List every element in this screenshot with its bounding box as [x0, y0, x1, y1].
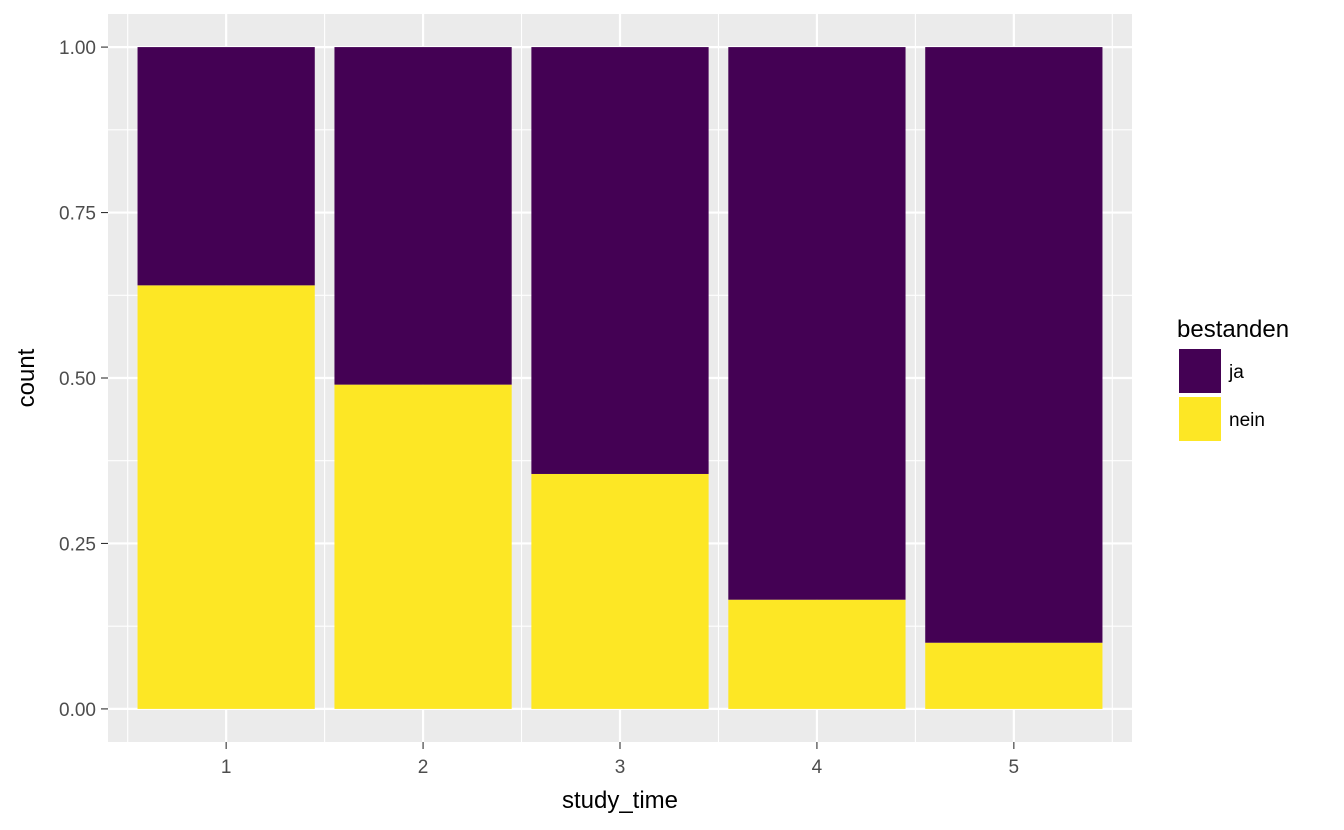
x-tick-label: 1 [221, 757, 232, 778]
bar-nein-5 [925, 642, 1103, 709]
bar-nein-1 [137, 285, 315, 709]
legend-swatch-ja [1179, 349, 1221, 393]
y-tick-label: 1.00 [59, 38, 96, 59]
x-axis: 1 2 3 4 5 [221, 742, 1019, 778]
y-tick-label: 0.50 [59, 369, 96, 390]
bar-nein-2 [334, 384, 512, 709]
legend-label-ja: ja [1228, 362, 1244, 383]
x-tick-label: 4 [812, 757, 823, 778]
bar-ja-2 [334, 47, 512, 385]
y-tick-label: 0.75 [59, 204, 96, 225]
bar-ja-1 [137, 47, 315, 286]
x-axis-title: study_time [562, 787, 678, 814]
y-tick-label: 0.00 [59, 700, 96, 721]
bar-ja-3 [531, 47, 709, 474]
legend-swatch-nein [1179, 397, 1221, 441]
bar-nein-3 [531, 473, 709, 709]
legend: bestanden ja nein [1177, 316, 1289, 441]
bars [137, 47, 1103, 709]
legend-label-nein: nein [1229, 410, 1265, 431]
bar-ja-5 [925, 47, 1103, 643]
legend-items: ja nein [1179, 349, 1265, 441]
y-tick-label: 0.25 [59, 534, 96, 555]
y-axis: 0.00 0.25 0.50 0.75 1.00 [59, 38, 108, 721]
bar-ja-4 [728, 47, 906, 600]
x-tick-label: 3 [615, 757, 626, 778]
x-tick-label: 5 [1009, 757, 1020, 778]
bar-nein-4 [728, 599, 906, 709]
y-axis-title: count [13, 348, 40, 407]
x-tick-label: 2 [418, 757, 429, 778]
legend-title: bestanden [1177, 316, 1289, 343]
